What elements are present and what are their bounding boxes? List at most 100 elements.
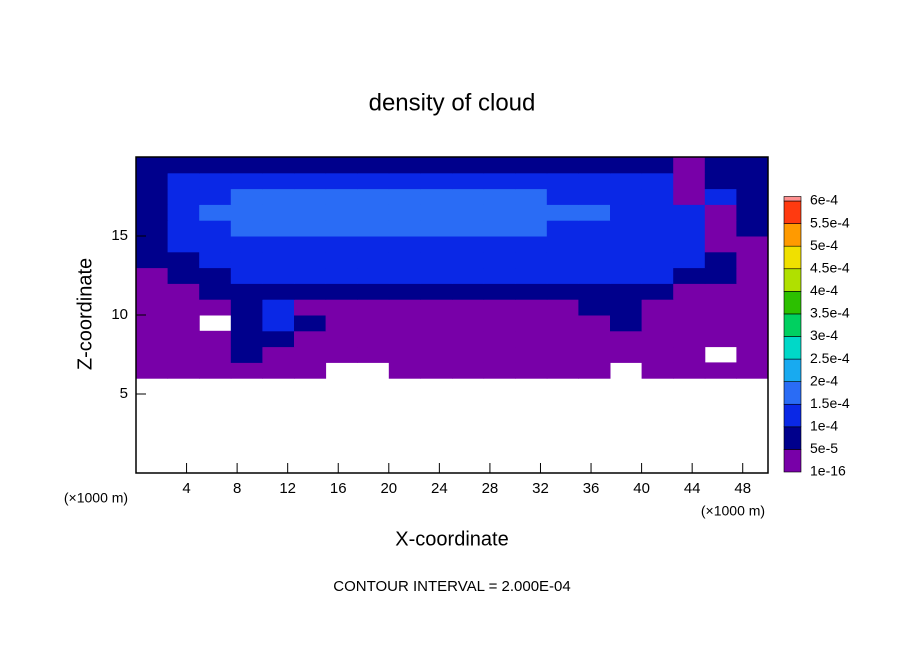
contour-cell xyxy=(704,204,737,221)
colorbar-label: 4.5e-4 xyxy=(810,259,850,275)
contour-cell xyxy=(136,299,169,316)
contour-cell xyxy=(515,330,548,348)
contour-cell xyxy=(167,283,200,300)
contour-cell xyxy=(325,251,358,269)
contour-cell xyxy=(483,172,516,190)
contour-cell xyxy=(262,236,295,253)
contour-cell xyxy=(704,267,737,284)
contour-cell xyxy=(230,299,263,316)
contour-cell xyxy=(167,315,200,332)
contour-cell xyxy=(388,362,421,379)
contour-cell xyxy=(452,283,485,300)
contour-cell xyxy=(294,172,327,190)
x-tick-label: 8 xyxy=(233,480,241,497)
x-tick-label: 24 xyxy=(431,480,448,497)
contour-cell xyxy=(673,362,706,379)
y-tick-label: 5 xyxy=(120,385,128,402)
contour-cell xyxy=(199,362,232,379)
x-tick-label: 48 xyxy=(734,480,751,497)
contour-cell xyxy=(230,188,263,205)
contour-cell xyxy=(357,315,390,332)
contour-cell xyxy=(610,330,643,348)
contour-cell xyxy=(515,157,548,174)
contour-cell xyxy=(641,283,674,300)
contour-cell xyxy=(294,220,327,237)
contour-cell xyxy=(452,267,485,284)
contour-cell xyxy=(262,172,295,190)
contour-cell xyxy=(641,188,674,205)
contour-cell xyxy=(199,236,232,253)
contour-cell xyxy=(610,157,643,174)
contour-cell xyxy=(641,172,674,190)
contour-cell xyxy=(483,204,516,221)
contour-cell xyxy=(420,251,453,269)
contour-cell xyxy=(294,267,327,284)
contour-cell xyxy=(294,283,327,300)
contour-cell xyxy=(704,157,737,174)
contour-cell xyxy=(199,299,232,316)
colorbar-label: 4e-4 xyxy=(810,282,838,298)
contour-cell xyxy=(483,251,516,269)
contour-cell xyxy=(325,220,358,237)
contour-cell xyxy=(546,299,579,316)
contour-cell xyxy=(483,236,516,253)
contour-cell xyxy=(610,251,643,269)
y-axis-label: Z-coordinate xyxy=(74,258,96,370)
contour-cell xyxy=(262,330,295,348)
contour-cell xyxy=(641,346,674,363)
contour-cell xyxy=(420,299,453,316)
contour-cell xyxy=(610,267,643,284)
contour-cell xyxy=(610,220,643,237)
contour-cell xyxy=(325,315,358,332)
contour-cell xyxy=(483,362,516,379)
contour-cell xyxy=(167,204,200,221)
contour-cell xyxy=(673,330,706,348)
colorbar-label: 2e-4 xyxy=(810,372,838,388)
contour-cell xyxy=(388,283,421,300)
contour-cell xyxy=(578,299,611,316)
contour-cell xyxy=(294,330,327,348)
contour-cell xyxy=(136,157,169,174)
contour-cell xyxy=(167,346,200,363)
contour-cell xyxy=(736,220,769,237)
contour-cell xyxy=(167,299,200,316)
contour-cell xyxy=(578,330,611,348)
contour-cell xyxy=(136,315,169,332)
contour-cell xyxy=(357,267,390,284)
contour-cell xyxy=(294,204,327,221)
contour-cell xyxy=(736,236,769,253)
contour-cell xyxy=(610,188,643,205)
colorbar-band xyxy=(783,223,802,247)
x-axis-label: X-coordinate xyxy=(395,528,508,550)
contour-cell xyxy=(578,251,611,269)
contour-cell xyxy=(452,346,485,363)
x-tick-label: 28 xyxy=(482,480,499,497)
contour-cell xyxy=(262,204,295,221)
contour-cell xyxy=(294,251,327,269)
contour-cell xyxy=(167,188,200,205)
contour-cell xyxy=(610,315,643,332)
contour-cell xyxy=(294,157,327,174)
contour-cell xyxy=(230,204,263,221)
contour-cell xyxy=(673,283,706,300)
contour-cell xyxy=(357,172,390,190)
contour-cell xyxy=(230,330,263,348)
x-tick-label: 16 xyxy=(330,480,347,497)
contour-cell xyxy=(294,188,327,205)
contour-cell xyxy=(546,172,579,190)
contour-cell xyxy=(610,346,643,363)
colorbar-band xyxy=(783,196,802,202)
contour-cell xyxy=(483,283,516,300)
contour-cell xyxy=(736,172,769,190)
colorbar-band xyxy=(783,336,802,360)
colorbar-label: 1e-4 xyxy=(810,418,838,434)
contour-cell xyxy=(578,172,611,190)
contour-cell xyxy=(420,172,453,190)
contour-cell xyxy=(262,251,295,269)
contour-cell xyxy=(673,346,706,363)
contour-cell xyxy=(420,346,453,363)
contour-cell xyxy=(199,283,232,300)
contour-cell xyxy=(546,330,579,348)
contour-cell xyxy=(199,188,232,205)
